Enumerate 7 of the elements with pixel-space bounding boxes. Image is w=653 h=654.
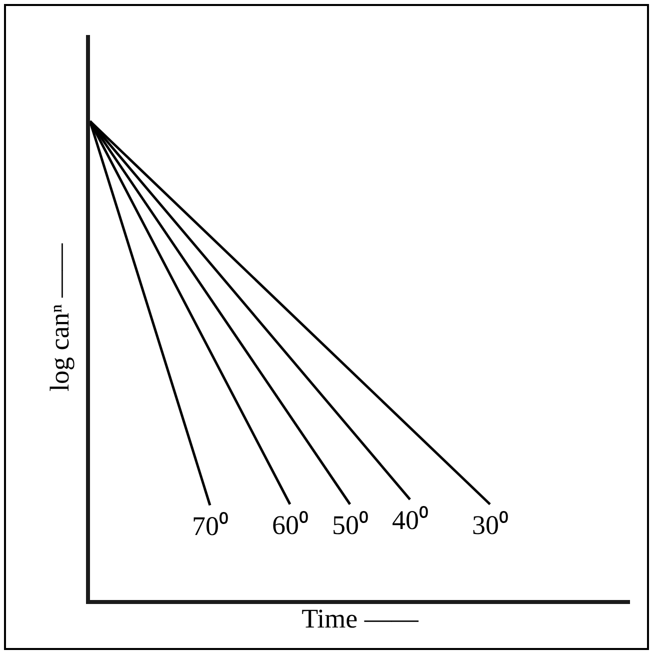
series-label: 40⁰ [392,505,428,535]
series-label: 30⁰ [472,510,508,540]
series-label: 60⁰ [272,510,308,540]
x-axis-title: Time —— [302,603,420,634]
y-axis-title: log canⁿ —— [44,242,75,392]
series-label: 50⁰ [332,510,368,540]
series-label: 70⁰ [192,511,228,541]
